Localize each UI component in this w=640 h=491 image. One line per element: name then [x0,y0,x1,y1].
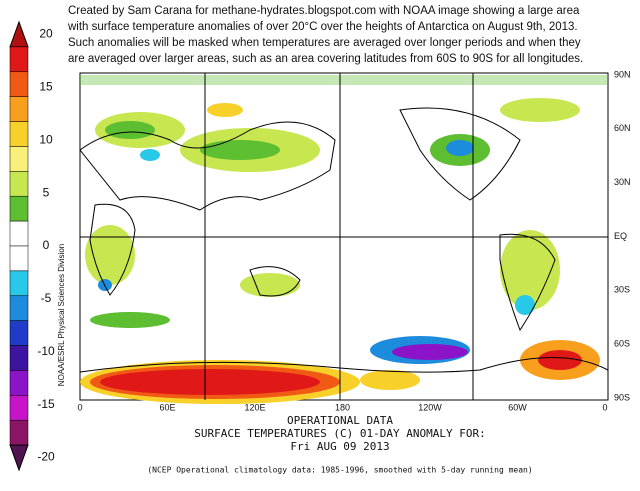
colorbar-cell [9,419,29,446]
colorbar-cell [9,171,29,197]
footer: OPERATIONAL DATA SURFACE TEMPERATURES (C… [147,414,532,475]
header-line: are averaged over larger areas, such as … [68,53,583,65]
anomaly [500,98,580,122]
anomaly [500,230,560,310]
colorbar-tick-label: 5 [43,185,50,199]
colorbar-cell [9,220,29,247]
colorbar-cell [9,245,29,272]
header-line: with surface temperature anomalies of ov… [67,21,578,33]
coastline [89,203,136,296]
lon-label: 120W [418,402,442,412]
colorbar-cell [9,71,29,97]
colorbar-cell [9,395,29,421]
colorbar-tick-label: 15 [39,80,53,94]
lon-label: 60E [159,402,175,412]
colorbar-cell [9,370,29,396]
anomaly [90,312,170,328]
coastline [249,266,301,297]
lon-label: 0 [602,402,607,412]
colorbar-cell [9,320,29,346]
footer-line: SURFACE TEMPERATURES (C) 01-DAY ANOMALY … [194,427,485,440]
colorbar-tick-label: 0 [43,238,50,252]
colorbar-cell [9,345,29,371]
coastline [399,107,521,201]
colorbar-tick-label: -10 [37,344,55,358]
lat-label: 60N [614,123,631,133]
anomaly [200,140,280,160]
colorbar: 20 15 10 5 0 -5 -10 -15 -20 [9,20,55,472]
lon-label: 120E [244,402,265,412]
anomaly-fields [80,75,608,404]
anomaly [105,121,155,139]
colorbar-cell [9,195,29,222]
colorbar-tick-label: 10 [39,132,53,146]
header-line: Such anomalies will be masked when tempe… [68,37,581,49]
colorbar-cell [9,121,29,147]
lon-label: 0 [77,402,82,412]
anomaly [140,149,160,161]
coastline [79,121,336,211]
lat-label: 90S [614,392,630,402]
lat-label: 30N [614,177,631,187]
coastline [499,233,556,332]
colorbar-cell [9,295,29,321]
lon-label: 60W [508,402,527,412]
header: Created by Sam Carana for methane-hydrat… [67,5,583,65]
colorbar-tick-label: -15 [37,397,55,411]
colorbar-cell [9,20,29,48]
anomaly [100,369,320,395]
footer-note: (NCEP Operational climatology data: 1985… [147,466,532,475]
side-label: NOAA/ESRL Physical Sciences Division [57,244,66,386]
anomaly [392,344,468,360]
map: 90N 60N 30N EQ 30S 60S 90S 0 60E 120E 180 120W 60W 0 [77,69,630,412]
anomaly [240,273,300,297]
colorbar-cell [9,146,29,172]
footer-line: OPERATIONAL DATA [287,414,393,427]
lat-label: EQ [614,231,627,241]
lat-label: 30S [614,285,630,295]
coastlines [79,107,609,373]
lon-label: 180 [335,402,350,412]
colorbar-tick-label: 20 [39,27,53,41]
anomaly [80,75,608,85]
footer-line: Fri AUG 09 2013 [290,440,389,453]
anomaly [538,350,582,370]
colorbar-cell [9,270,29,297]
graticule [80,73,608,400]
colorbar-tick-label: -20 [37,450,55,464]
lat-label: 90N [614,69,631,79]
header-line: Created by Sam Carana for methane-hydrat… [68,5,580,17]
anomaly [360,370,420,390]
colorbar-cell [9,444,29,472]
map-labels: 90N 60N 30N EQ 30S 60S 90S 0 60E 120E 180 120W 60W 0 [77,69,630,412]
lat-label: 60S [614,339,630,349]
colorbar-tick-label: -5 [41,291,52,305]
colorbar-cell [9,96,29,122]
colorbar-cell [9,46,29,73]
anomaly [85,225,135,285]
anomaly [207,103,243,117]
coastline [79,357,609,373]
anomaly [446,140,474,156]
anomaly [515,295,535,315]
